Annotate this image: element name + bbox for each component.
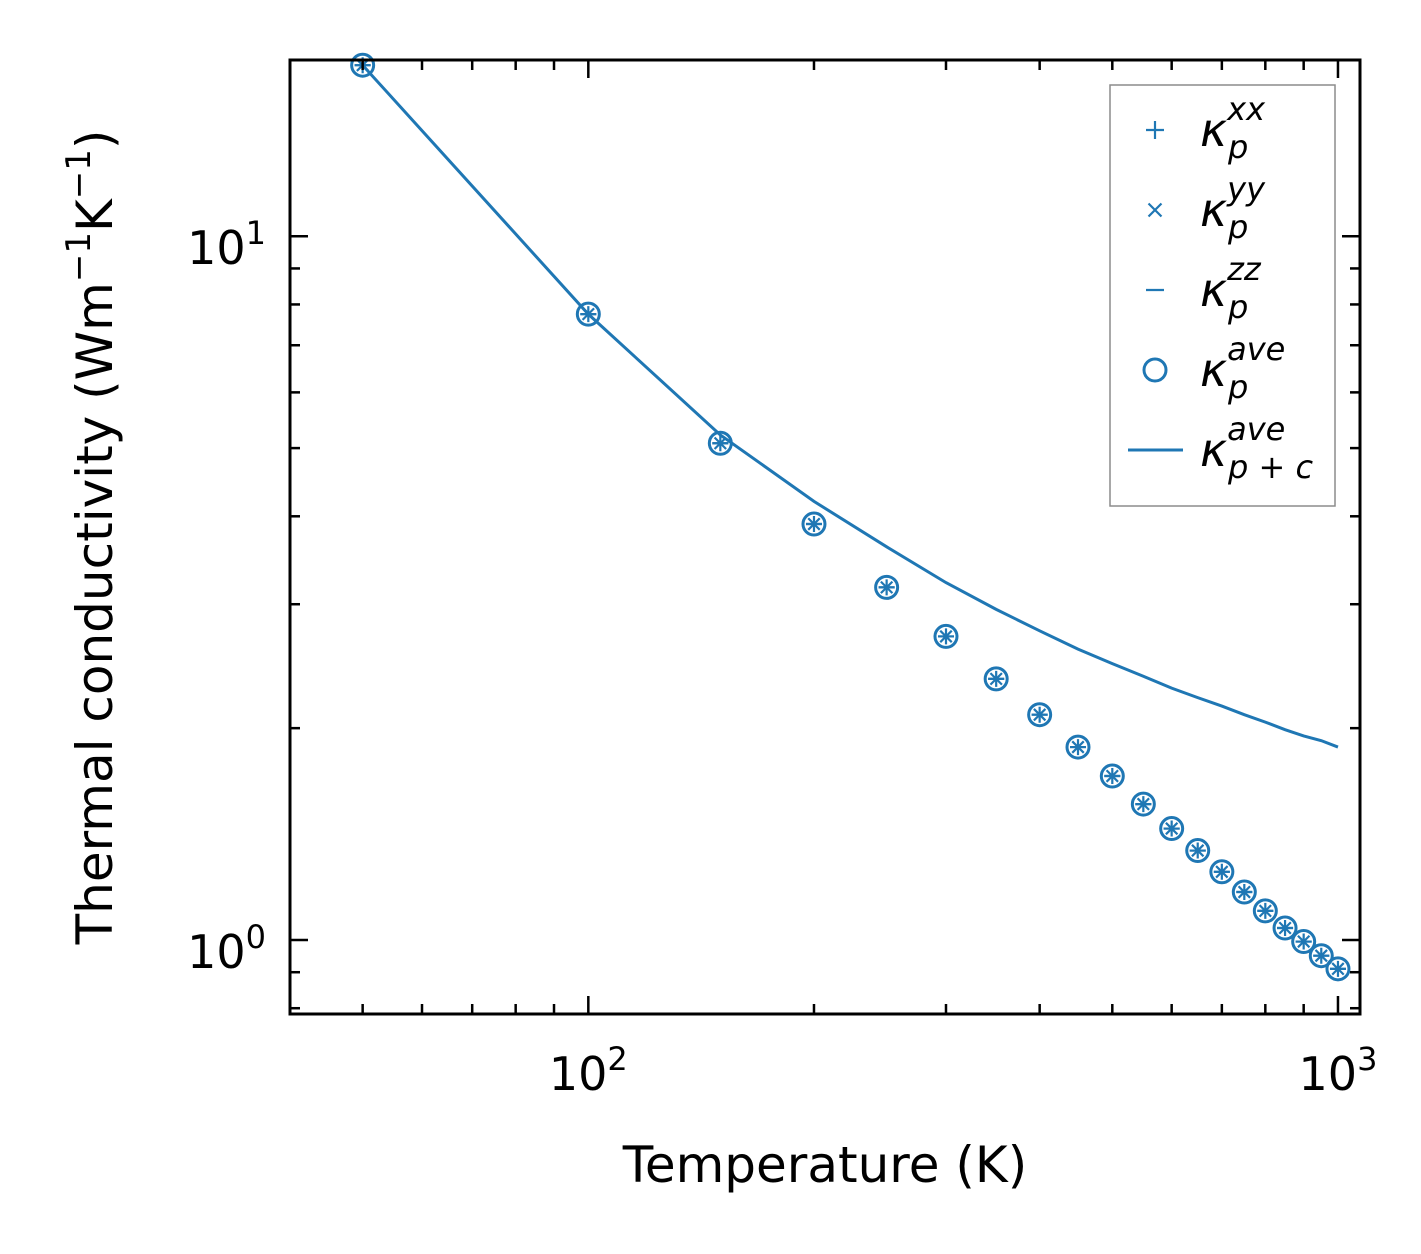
series-3-point bbox=[575, 301, 601, 327]
y-tick-label: 100 bbox=[187, 918, 266, 979]
legend-box bbox=[1109, 84, 1336, 507]
series-3-point bbox=[1185, 838, 1211, 864]
series-3-point bbox=[1291, 929, 1317, 955]
series-3-point bbox=[1231, 879, 1257, 905]
legend-label: κave p bbox=[1200, 330, 1285, 406]
legend-label: κave p + c bbox=[1200, 410, 1313, 486]
y-axis-label: Thermal conductivity (Wm−1K−1) bbox=[59, 130, 124, 946]
series-3-point bbox=[1325, 956, 1351, 982]
series-3-point bbox=[1209, 859, 1235, 885]
x-tick-label: 102 bbox=[549, 1040, 628, 1101]
series-3-point bbox=[801, 511, 827, 537]
legend-label: κzz p bbox=[1200, 250, 1262, 326]
series-3-point bbox=[1272, 915, 1298, 941]
series-3-point bbox=[1130, 791, 1156, 817]
series-3-point bbox=[1065, 734, 1091, 760]
series-3-point bbox=[1252, 898, 1278, 924]
series-3-point bbox=[874, 574, 900, 600]
series-3-point bbox=[1027, 702, 1053, 728]
axis-ticks: 102 103 100 101 bbox=[187, 60, 1377, 1101]
series-line-kp-plus-c-ave bbox=[361, 64, 1339, 749]
series-3-point bbox=[1308, 943, 1334, 969]
legend-label: κxx p bbox=[1200, 90, 1266, 166]
y-tick-label: 101 bbox=[187, 214, 266, 275]
x-tick-label: 103 bbox=[1299, 1040, 1378, 1101]
plot-area bbox=[350, 52, 1351, 982]
legend-label: κyy p bbox=[1200, 170, 1266, 246]
series-3-point bbox=[933, 623, 959, 649]
x-axis-label: Temperature (K) bbox=[622, 1136, 1027, 1194]
plot-frame bbox=[288, 58, 1362, 1016]
series-3-point bbox=[1099, 763, 1125, 789]
series-3-point bbox=[983, 666, 1009, 692]
legend-swatch-marker bbox=[1142, 357, 1168, 383]
legend-swatch-marker bbox=[1147, 202, 1163, 218]
series-3-point bbox=[1159, 816, 1185, 842]
legend-swatch-marker bbox=[1146, 121, 1164, 139]
series-3-point bbox=[350, 52, 376, 78]
